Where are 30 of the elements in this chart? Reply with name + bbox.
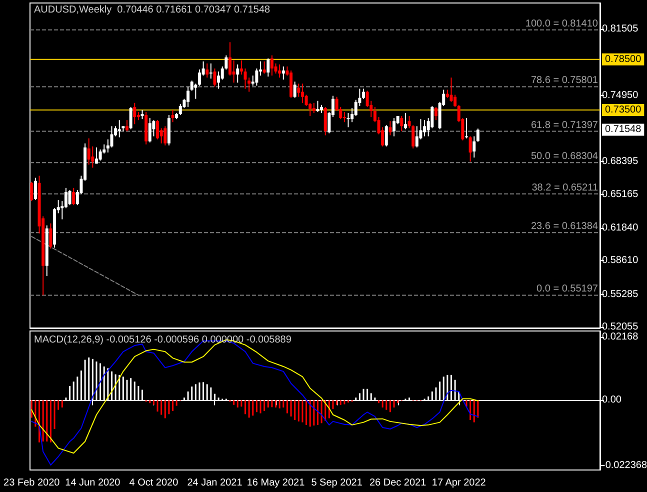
ref-line-label: 23.6 = 0.61384 xyxy=(530,221,598,232)
y-tick-label: 0.61840 xyxy=(602,222,639,234)
y-tick-label: 0.00 xyxy=(602,394,622,406)
y-tick-label: 0.02168 xyxy=(602,332,639,343)
x-tick-label: 23 Feb 2020 xyxy=(4,478,60,488)
ref-line-label: 38.2 = 0.65211 xyxy=(532,182,598,194)
ref-line-label: 61.8 = 0.71397 xyxy=(530,120,598,131)
ref-line-label: 100.0 = 0.81410 xyxy=(525,18,598,30)
x-tick-label: 26 Dec 2021 xyxy=(369,478,427,488)
chart-title: AUDUSD,Weekly 0.70446 0.71661 0.70347 0.71548 xyxy=(34,4,271,16)
y-tick-label: 0.74950 xyxy=(602,90,639,101)
y-tick-label: -0.022368 xyxy=(602,460,647,471)
ref-line-label: 0.0 = 0.55197 xyxy=(536,284,598,295)
ref-line-label: 0.78500 xyxy=(605,54,642,65)
x-tick-label: 14 Jun 2020 xyxy=(65,478,121,488)
y-tick-label: 0.65165 xyxy=(602,188,639,200)
x-tick-label: 17 Apr 2022 xyxy=(432,478,486,488)
y-tick-label: 0.52055 xyxy=(602,322,639,333)
ref-line-label: 50.0 = 0.68304 xyxy=(530,151,598,162)
ref-line-label: 78.6 = 0.75801 xyxy=(530,75,598,86)
y-tick-label: 0.55285 xyxy=(602,288,639,300)
y-tick-label: 0.58610 xyxy=(602,255,639,266)
x-tick-label: 16 May 2021 xyxy=(246,478,306,488)
y-tick-label: 0.81505 xyxy=(602,23,639,34)
text: 0.71548 xyxy=(605,124,642,136)
x-tick-label: 24 Jan 2021 xyxy=(187,478,243,488)
y-tick-label: 0.68395 xyxy=(602,156,639,168)
x-tick-label: 5 Sep 2021 xyxy=(311,478,363,488)
x-tick-label: 4 Oct 2020 xyxy=(129,478,179,488)
ref-line-label: 0.73500 xyxy=(605,104,642,116)
